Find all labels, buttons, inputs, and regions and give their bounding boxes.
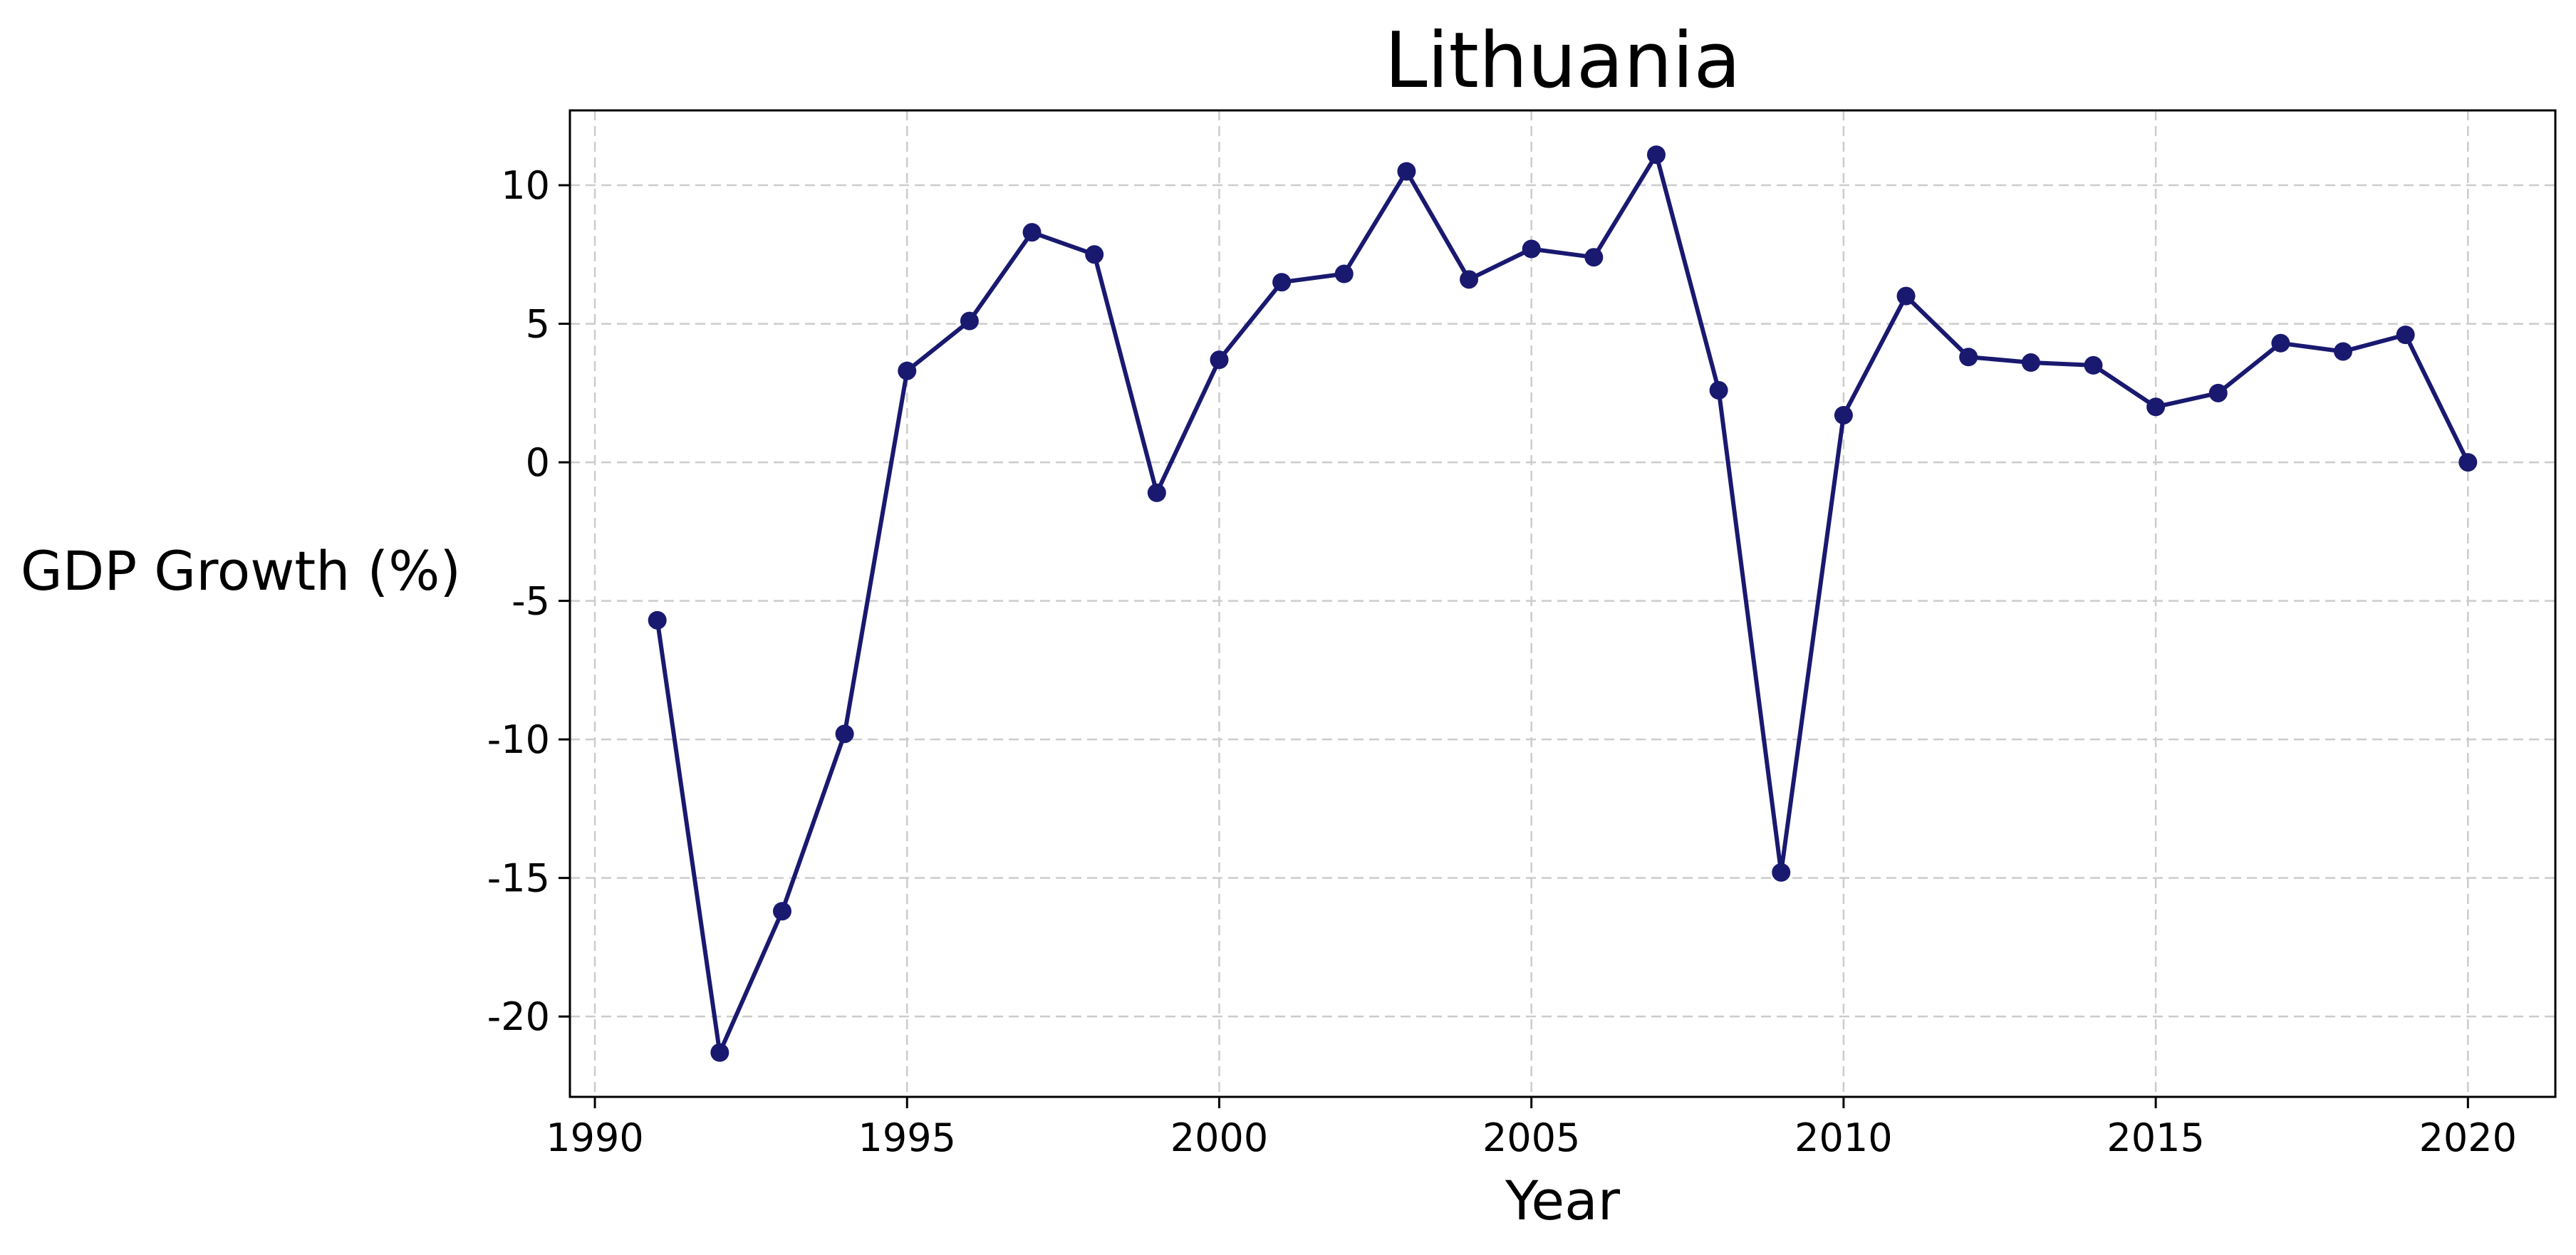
x-tick-label: 2020 xyxy=(2419,1115,2517,1160)
y-tick-label: -20 xyxy=(487,994,550,1039)
tick-layer: 1990 1995 2000 2005 2010 2015 2020 10 5 0 -5 -10 -15… xyxy=(487,163,2517,1160)
data-point xyxy=(1772,863,1791,882)
y-tick-label: 5 xyxy=(526,302,550,347)
data-point xyxy=(2271,333,2290,353)
y-tick-label: 10 xyxy=(501,163,550,208)
y-tick-label: -5 xyxy=(511,579,550,624)
y-tick-label: -10 xyxy=(487,717,550,762)
chart-title: Lithuania xyxy=(1384,16,1740,105)
x-tick-label: 2010 xyxy=(1795,1115,1892,1160)
x-tick-label: 2015 xyxy=(2107,1115,2204,1160)
data-point xyxy=(1896,286,1916,306)
data-point xyxy=(2334,342,2353,361)
x-tick-label: 1990 xyxy=(546,1115,643,1160)
grid-lines xyxy=(570,110,2555,1097)
x-tick-label: 1995 xyxy=(858,1115,956,1160)
y-tick-label: 0 xyxy=(526,440,550,485)
data-point xyxy=(2146,397,2166,417)
series-line xyxy=(655,152,2470,1055)
data-point xyxy=(1210,350,1229,370)
data-point xyxy=(835,724,854,744)
series-layer xyxy=(648,145,2478,1062)
data-point xyxy=(1959,348,1978,367)
data-point xyxy=(960,311,979,330)
x-tick-label: 2000 xyxy=(1170,1115,1268,1160)
data-point xyxy=(2458,453,2478,472)
data-point xyxy=(1022,223,1042,242)
data-point xyxy=(2084,355,2103,375)
data-point xyxy=(898,361,917,380)
y-axis-label: GDP Growth (%) xyxy=(21,539,461,603)
x-axis-label: Year xyxy=(1505,1169,1621,1232)
data-point xyxy=(1460,270,1479,289)
data-point xyxy=(2208,383,2228,402)
data-point xyxy=(1709,380,1728,400)
data-point xyxy=(1272,273,1292,292)
data-point xyxy=(772,902,791,921)
data-point xyxy=(1584,248,1604,267)
data-point xyxy=(1085,245,1104,264)
data-point xyxy=(2396,326,2415,345)
data-point xyxy=(1522,239,1541,259)
data-point xyxy=(1834,405,1853,425)
data-point xyxy=(1646,145,1666,165)
x-tick-label: 2005 xyxy=(1482,1115,1580,1160)
data-point xyxy=(1397,162,1416,181)
data-point xyxy=(2021,353,2040,373)
plot-frame xyxy=(568,109,2557,1098)
y-tick-label: -15 xyxy=(487,856,550,901)
data-point xyxy=(1334,264,1354,283)
data-point xyxy=(710,1043,729,1062)
data-point xyxy=(648,610,667,630)
data-point xyxy=(1147,483,1166,502)
